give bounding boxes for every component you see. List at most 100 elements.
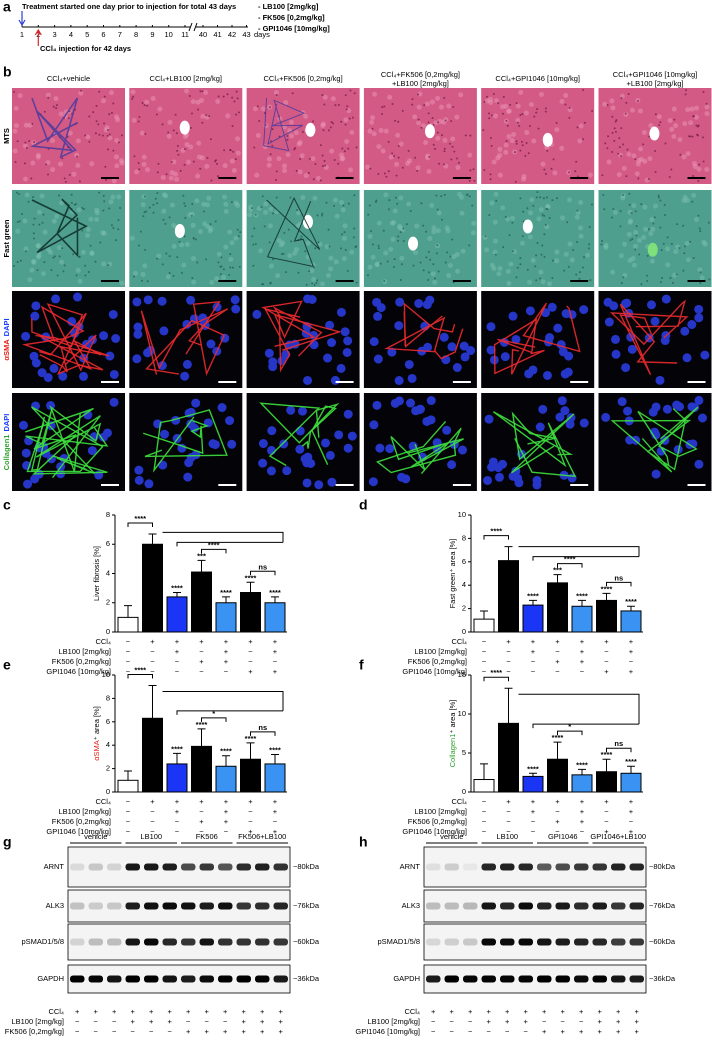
tissue-texture — [429, 99, 435, 105]
treatment-name: LB100 [2mg/kg] — [58, 647, 111, 656]
nucleus — [539, 196, 542, 199]
tissue-texture — [101, 98, 107, 104]
nucleus — [178, 240, 181, 243]
significance-bracket — [606, 581, 632, 587]
tissue-texture — [205, 202, 211, 208]
nucleus — [622, 143, 625, 146]
tissue-texture — [370, 115, 376, 121]
tissue-texture — [54, 213, 60, 219]
blot-band — [518, 902, 533, 910]
treatment-sign: + — [598, 1017, 603, 1026]
nucleus — [620, 127, 623, 130]
treatment-name: CCl₄ — [95, 797, 111, 806]
nucleus — [541, 213, 544, 216]
nucleus — [325, 201, 328, 204]
error-bar — [529, 772, 537, 777]
dapi-nucleus — [650, 316, 660, 326]
tissue-texture — [430, 271, 436, 277]
dapi-nucleus — [651, 469, 661, 479]
nucleus — [33, 217, 36, 220]
nucleus — [630, 212, 633, 215]
tissue-texture — [626, 231, 632, 237]
nucleus — [601, 239, 604, 242]
protein-label: ARNT — [400, 862, 421, 871]
bar — [571, 605, 593, 633]
tissue-texture — [171, 243, 177, 249]
nucleus — [382, 229, 385, 232]
nucleus — [697, 214, 700, 217]
nucleus — [658, 124, 661, 127]
bar — [142, 543, 163, 633]
treatment-sign: + — [273, 667, 278, 676]
tissue-texture — [539, 91, 545, 97]
nucleus — [344, 94, 347, 97]
blot-frame — [423, 889, 647, 923]
blot-band — [574, 863, 589, 871]
tissue-texture — [631, 153, 637, 159]
nucleus — [341, 147, 344, 150]
nucleus — [138, 115, 141, 118]
panel-label: e — [3, 657, 11, 673]
treatment-sign: − — [112, 1017, 117, 1026]
dapi-nucleus — [508, 471, 518, 481]
blot-band — [537, 975, 552, 983]
tissue-texture — [506, 108, 512, 114]
nucleus — [148, 206, 151, 209]
bar — [264, 602, 286, 633]
treatment-sign: − — [580, 827, 585, 836]
treatment-sign: − — [248, 817, 253, 826]
bar — [547, 758, 568, 793]
tissue-texture — [89, 250, 95, 256]
nucleus — [535, 254, 538, 257]
bracket-label: ns — [258, 562, 267, 571]
nucleus — [659, 280, 662, 283]
nucleus — [209, 138, 212, 141]
tissue-texture — [268, 263, 274, 269]
nucleus — [515, 142, 518, 145]
significance-bracket — [127, 522, 153, 528]
nucleus — [483, 100, 486, 103]
tissue-texture — [35, 243, 41, 249]
significance-label: **** — [220, 588, 232, 597]
treatment-sign: − — [150, 807, 155, 816]
significance-label: **** — [552, 733, 564, 742]
nucleus — [238, 111, 241, 114]
nucleus — [698, 163, 701, 166]
tissue-texture — [228, 256, 234, 262]
tissue-texture — [648, 231, 654, 237]
day-label: 3 — [53, 30, 57, 39]
treatment-sign: − — [186, 1017, 191, 1026]
nucleus — [62, 270, 65, 273]
blot-band — [481, 975, 496, 983]
tissue-texture — [140, 202, 146, 208]
tissue-texture — [471, 220, 477, 226]
treatment-sign: + — [224, 637, 229, 646]
size-label: ~76kDa — [293, 901, 320, 910]
panel-label: b — [3, 64, 12, 80]
dapi-nucleus — [73, 292, 83, 302]
dapi-nucleus — [621, 363, 631, 373]
nucleus — [636, 99, 639, 102]
nucleus — [546, 149, 549, 152]
nucleus — [541, 244, 544, 247]
error-bar — [222, 755, 230, 767]
tissue-texture — [563, 251, 569, 257]
nucleus — [412, 264, 415, 267]
tissue-texture — [114, 163, 120, 169]
nucleus — [47, 173, 50, 176]
tissue-texture — [233, 235, 239, 241]
nucleus — [333, 204, 336, 207]
nucleus — [103, 95, 106, 98]
tissue-texture — [119, 160, 125, 166]
tissue-texture — [108, 199, 114, 205]
nucleus — [61, 247, 64, 250]
blot-band — [481, 863, 496, 871]
nucleus — [294, 147, 297, 150]
nucleus — [355, 245, 358, 248]
dapi-nucleus — [37, 368, 47, 378]
dapi-nucleus — [372, 400, 382, 410]
dapi-nucleus — [217, 403, 227, 413]
nucleus — [511, 250, 514, 253]
nucleus — [351, 116, 354, 119]
tissue-texture — [673, 249, 679, 255]
